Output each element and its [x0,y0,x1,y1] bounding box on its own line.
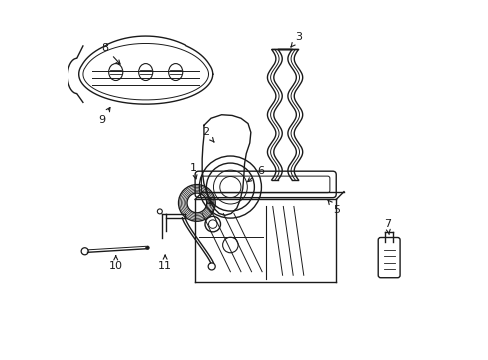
Circle shape [145,246,149,249]
Text: 1: 1 [189,163,197,179]
Text: 5: 5 [327,200,339,215]
Text: 9: 9 [98,108,110,125]
Text: 8: 8 [102,43,120,64]
Text: 3: 3 [290,32,302,47]
Text: 7: 7 [383,219,390,235]
Text: 2: 2 [202,127,214,142]
Text: 11: 11 [158,255,172,271]
Text: 10: 10 [108,256,122,271]
Text: 6: 6 [247,166,264,182]
Text: 4: 4 [205,198,213,214]
